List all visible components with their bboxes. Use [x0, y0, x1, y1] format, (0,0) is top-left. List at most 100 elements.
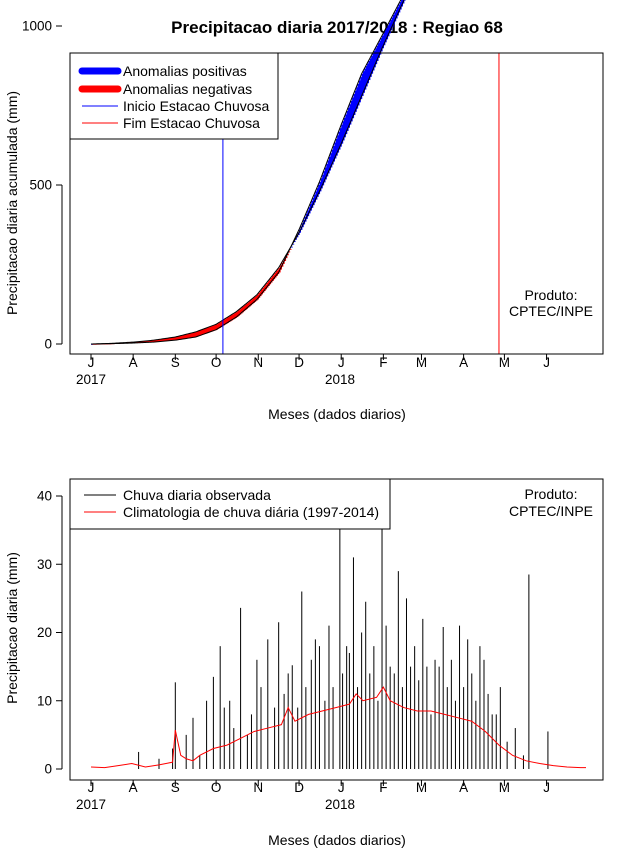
top-credit-line1: Produto:: [525, 287, 578, 303]
anomaly-band: [269, 279, 272, 285]
legend-label-climatology: Climatologia de chuva diária (1997-2014): [123, 504, 379, 520]
anomaly-band: [157, 339, 160, 342]
anomaly-band: [255, 295, 258, 301]
anomaly-band: [214, 324, 217, 331]
x-tick-label: S: [171, 355, 180, 370]
anomaly-band: [246, 303, 248, 309]
anomaly-band: [292, 243, 295, 245]
anomaly-band: [274, 272, 277, 278]
anomaly-band: [362, 71, 365, 93]
anomaly-band: [338, 131, 341, 150]
anomaly-band: [256, 294, 259, 300]
anomaly-band: [251, 299, 254, 305]
y-tick-label: 30: [37, 557, 52, 572]
anomaly-band: [152, 340, 155, 343]
anomaly-band: [239, 309, 242, 315]
anomaly-band: [357, 83, 360, 106]
top-y-axis-label: Precipitacao diaria acumulada (mm): [4, 91, 20, 315]
anomaly-band: [346, 111, 349, 131]
x-tick-label: M: [416, 355, 427, 370]
anomaly-band: [391, 17, 394, 28]
anomaly-band: [225, 318, 228, 324]
anomaly-band: [350, 100, 353, 122]
anomaly-band: [210, 326, 213, 332]
anomaly-band: [293, 240, 296, 243]
anomaly-band: [342, 121, 345, 141]
anomaly-band: [399, 1, 402, 10]
anomaly-band: [149, 340, 152, 343]
anomaly-band: [184, 334, 187, 339]
top-chart: Precipitacao diaria 2017/2018 : Regiao 6…: [4, 0, 604, 422]
y-tick-label: 0: [44, 337, 52, 352]
anomaly-band: [375, 48, 378, 65]
anomaly-band: [161, 338, 164, 342]
bottom-year-label-2018: 2018: [325, 797, 355, 812]
anomaly-band: [244, 304, 247, 310]
anomaly-band: [202, 329, 205, 335]
anomaly-band: [236, 311, 239, 317]
anomaly-band: [259, 291, 262, 297]
anomaly-band: [243, 305, 246, 312]
top-legend: Anomalias positivas Anomalias negativas …: [69, 52, 279, 140]
anomaly-band: [368, 60, 371, 81]
anomaly-band: [320, 178, 323, 189]
anomaly-band: [349, 104, 352, 125]
anomaly-band: [218, 322, 221, 328]
anomaly-band: [330, 153, 333, 168]
anomaly-band: [190, 333, 193, 338]
bottom-legend: Chuva diaria observada Climatologia de c…: [69, 478, 391, 530]
anomaly-band: [403, 0, 406, 1]
anomaly-band: [173, 337, 176, 341]
anomaly-band: [398, 4, 401, 13]
legend-label-negative: Anomalias negativas: [123, 81, 252, 97]
anomaly-band: [171, 337, 174, 341]
y-tick-label: 500: [29, 178, 52, 193]
anomaly-band: [205, 328, 208, 334]
anomaly-band: [229, 315, 232, 322]
anomaly-band: [365, 66, 368, 87]
anomaly-band: [235, 312, 238, 318]
anomaly-band: [226, 317, 229, 323]
x-tick-label: M: [499, 355, 510, 370]
anomaly-band: [220, 321, 223, 328]
anomaly-band: [360, 77, 363, 100]
anomaly-band: [248, 301, 251, 307]
anomaly-band: [156, 339, 159, 342]
top-legend-box: [69, 52, 279, 140]
anomaly-band: [395, 9, 398, 19]
x-tick-label: F: [379, 355, 387, 370]
anomaly-band: [277, 269, 280, 275]
anomaly-band: [348, 107, 350, 128]
top-y-axis: 050010001500: [22, 19, 63, 352]
x-tick-label: J: [543, 780, 550, 795]
anomaly-band: [315, 191, 318, 200]
anomaly-band: [247, 302, 250, 308]
anomaly-band: [232, 314, 235, 320]
anomaly-band: [139, 341, 142, 343]
anomaly-band: [195, 331, 198, 338]
anomaly-band: [213, 325, 216, 331]
anomaly-band: [222, 320, 225, 326]
anomaly-band: [396, 7, 399, 16]
anomaly-band: [316, 188, 319, 197]
anomaly-band: [241, 307, 244, 313]
anomaly-band: [263, 286, 266, 292]
anomaly-band: [141, 341, 144, 343]
anomaly-band: [371, 55, 374, 74]
anomaly-band: [384, 30, 387, 43]
x-tick-label: M: [416, 780, 427, 795]
anomaly-band: [237, 310, 240, 316]
anomaly-band: [169, 337, 172, 341]
x-tick-label: A: [129, 780, 138, 795]
y-tick-label: 1000: [22, 19, 52, 34]
anomaly-band: [367, 63, 370, 84]
anomaly-band: [373, 50, 376, 68]
anomaly-band: [150, 340, 153, 343]
anomaly-band: [258, 293, 261, 298]
y-tick-label: 0: [44, 762, 52, 777]
top-data-layer: [90, 0, 406, 345]
anomaly-band: [270, 277, 273, 283]
anomaly-band: [191, 332, 194, 338]
anomaly-band: [148, 340, 151, 343]
